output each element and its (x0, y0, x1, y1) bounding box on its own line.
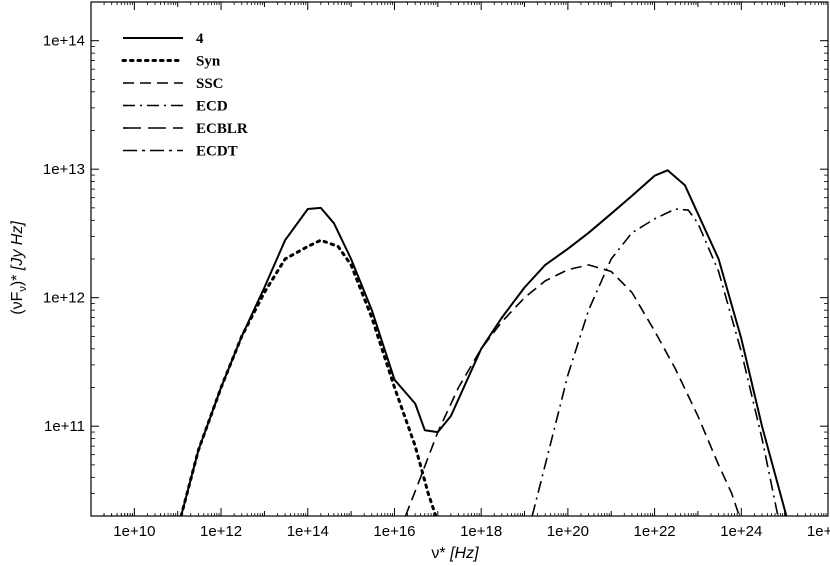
legend-label-ecdt: ECDT (196, 144, 238, 160)
series-line-syn (179, 238, 438, 516)
y-tick-label: 1e+12 (43, 290, 85, 307)
series-line-ecd (531, 208, 779, 516)
x-tick-label: 1e+18 (460, 523, 502, 540)
x-tick-label: 1e+16 (373, 523, 415, 540)
x-axis-label: ν* [Hz] (431, 545, 479, 562)
y-axis-label: (νFν)* [Jy Hz] (9, 221, 29, 315)
legend-label-ssc: SSC (196, 76, 224, 92)
x-tick-label: 1e+22 (634, 523, 676, 540)
x-tick-label: 1e+14 (287, 523, 329, 540)
x-tick-label: 1e+26 (807, 523, 830, 540)
x-tick-label: 1e+12 (200, 523, 242, 540)
x-tick-label: 1e+24 (720, 523, 762, 540)
axis-ticks: 1e+10 1e+12 1e+14 1e+16 1e+18 1e+20 1e+22 1e+24… (43, 2, 830, 540)
series-line-ssc (404, 264, 741, 516)
legend-label-ecd: ECD (196, 99, 228, 115)
series-line-4 (180, 169, 788, 516)
x-tick-label: 1e+10 (113, 523, 155, 540)
legend-label-syn: Syn (196, 54, 221, 70)
legend: 4 Syn SSC ECD ECBLR ECDT (121, 31, 248, 160)
legend-label-ecblr: ECBLR (196, 121, 248, 137)
series-layer (179, 169, 788, 516)
legend-label-4: 4 (196, 31, 204, 47)
y-tick-label: 1e+11 (44, 418, 85, 435)
x-tick-label: 1e+20 (547, 523, 589, 540)
y-tick-label: 1e+13 (43, 161, 85, 178)
y-tick-label: 1e+14 (43, 33, 85, 50)
